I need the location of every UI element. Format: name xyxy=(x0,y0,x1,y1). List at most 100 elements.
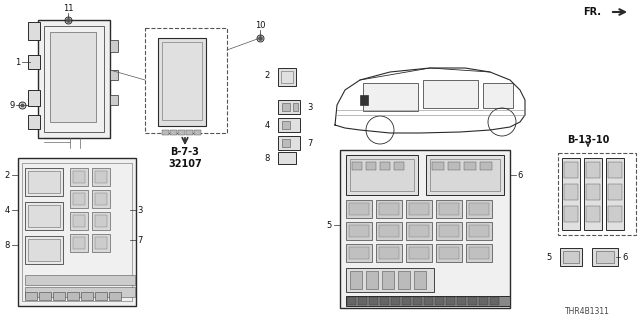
Bar xyxy=(608,162,622,178)
Bar xyxy=(479,297,488,305)
Bar xyxy=(44,26,104,132)
Bar xyxy=(406,222,432,240)
Bar xyxy=(109,292,121,300)
Text: 6: 6 xyxy=(622,252,628,261)
Bar xyxy=(346,155,418,195)
Bar xyxy=(432,162,444,170)
Bar xyxy=(586,162,600,178)
Bar xyxy=(73,171,85,183)
Bar xyxy=(369,297,378,305)
Bar xyxy=(560,248,582,266)
Bar xyxy=(439,225,459,237)
Bar xyxy=(28,90,40,106)
Bar xyxy=(73,215,85,227)
Bar xyxy=(28,239,60,261)
Bar xyxy=(18,158,136,306)
Bar xyxy=(564,206,578,222)
Bar xyxy=(25,168,63,196)
Bar xyxy=(278,68,296,86)
Text: 11: 11 xyxy=(63,4,73,12)
Bar xyxy=(379,203,399,215)
Bar xyxy=(382,271,394,289)
Bar xyxy=(349,225,369,237)
Text: THR4B1311: THR4B1311 xyxy=(565,308,610,316)
Bar xyxy=(25,275,135,285)
Bar xyxy=(92,190,110,208)
Bar xyxy=(466,222,492,240)
Text: 7: 7 xyxy=(307,139,313,148)
Bar xyxy=(391,297,400,305)
Text: 2: 2 xyxy=(265,70,270,79)
Bar xyxy=(366,162,376,170)
Bar xyxy=(70,168,88,186)
Bar xyxy=(340,150,510,308)
Bar xyxy=(457,297,466,305)
Text: 5: 5 xyxy=(327,220,332,229)
Bar xyxy=(480,162,492,170)
Bar xyxy=(423,80,478,108)
Bar xyxy=(608,184,622,200)
Bar xyxy=(70,212,88,230)
Bar xyxy=(28,115,40,129)
Bar xyxy=(22,163,132,301)
Bar xyxy=(28,22,40,40)
Text: 4: 4 xyxy=(265,121,270,130)
Bar xyxy=(446,297,455,305)
Bar xyxy=(436,200,462,218)
Bar xyxy=(95,292,107,300)
Bar xyxy=(352,162,362,170)
Bar xyxy=(608,206,622,222)
Text: B-13-10: B-13-10 xyxy=(567,135,609,145)
Bar xyxy=(53,292,65,300)
Bar xyxy=(350,159,414,191)
Bar xyxy=(562,158,580,230)
Bar xyxy=(346,268,434,292)
Bar xyxy=(376,222,402,240)
Bar xyxy=(145,28,227,133)
Bar xyxy=(430,159,500,191)
Bar xyxy=(70,190,88,208)
Bar xyxy=(358,297,367,305)
Text: 4: 4 xyxy=(4,205,10,214)
Bar xyxy=(448,162,460,170)
Bar xyxy=(73,237,85,249)
Bar xyxy=(380,297,389,305)
Bar xyxy=(39,292,51,300)
Bar xyxy=(95,215,107,227)
Bar xyxy=(439,247,459,259)
Bar xyxy=(346,200,372,218)
Bar xyxy=(592,248,618,266)
Text: 1: 1 xyxy=(15,58,20,67)
Bar xyxy=(25,287,135,297)
Text: FR.: FR. xyxy=(583,7,601,17)
Bar xyxy=(469,225,489,237)
Bar xyxy=(28,205,60,227)
Bar xyxy=(38,20,110,138)
Text: B-7-3
32107: B-7-3 32107 xyxy=(168,147,202,169)
Bar xyxy=(469,247,489,259)
Bar xyxy=(439,203,459,215)
Bar xyxy=(282,103,290,111)
Bar xyxy=(564,184,578,200)
Bar xyxy=(278,118,300,132)
Bar xyxy=(95,237,107,249)
Bar xyxy=(110,40,118,52)
Bar xyxy=(406,200,432,218)
Bar xyxy=(28,55,40,69)
Bar xyxy=(413,297,422,305)
Bar xyxy=(293,103,298,111)
Bar xyxy=(282,139,290,147)
Bar xyxy=(346,296,510,306)
Bar xyxy=(586,206,600,222)
Bar xyxy=(398,271,410,289)
Bar xyxy=(376,200,402,218)
Bar xyxy=(379,247,399,259)
Bar xyxy=(25,292,37,300)
Bar xyxy=(162,42,202,120)
Bar xyxy=(483,83,513,108)
Bar xyxy=(110,95,118,105)
Bar xyxy=(278,136,300,150)
Bar xyxy=(490,297,499,305)
Text: 8: 8 xyxy=(4,241,10,250)
Bar xyxy=(346,244,372,262)
